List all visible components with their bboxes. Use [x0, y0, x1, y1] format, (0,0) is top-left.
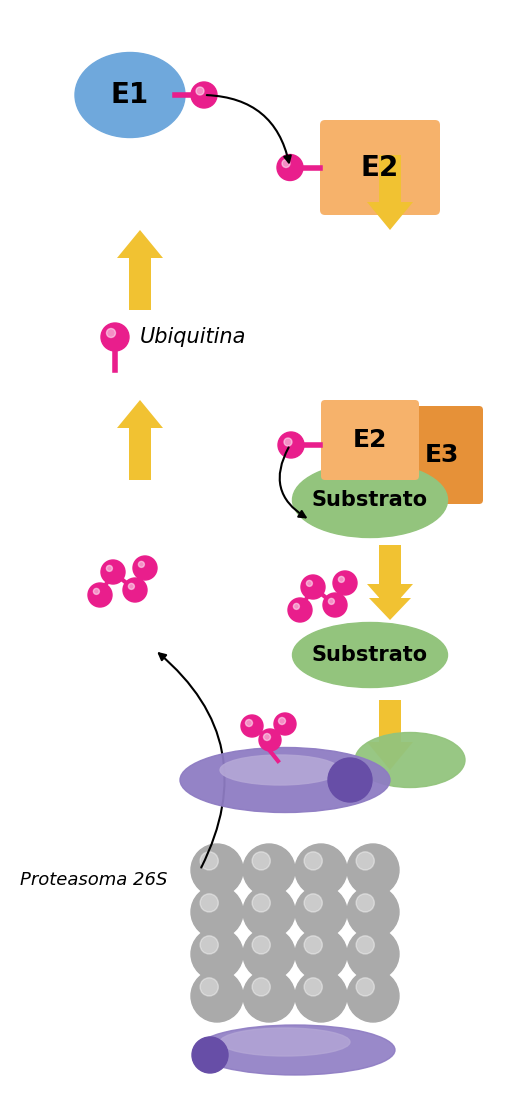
Ellipse shape — [195, 1025, 395, 1075]
Text: Substrato: Substrato — [312, 490, 428, 510]
Ellipse shape — [293, 462, 448, 537]
Text: Substrato: Substrato — [312, 645, 428, 665]
Circle shape — [304, 852, 322, 869]
Text: E3: E3 — [425, 443, 459, 467]
Circle shape — [347, 970, 399, 1022]
Circle shape — [282, 160, 290, 168]
Circle shape — [304, 978, 322, 996]
Polygon shape — [379, 545, 401, 584]
Circle shape — [243, 886, 295, 938]
Ellipse shape — [180, 747, 390, 812]
Circle shape — [196, 87, 204, 95]
Polygon shape — [117, 399, 163, 427]
Text: E1: E1 — [111, 81, 149, 109]
Circle shape — [129, 583, 134, 590]
Circle shape — [278, 432, 304, 458]
Polygon shape — [379, 700, 401, 742]
Circle shape — [252, 852, 270, 869]
FancyBboxPatch shape — [397, 406, 483, 504]
Circle shape — [306, 581, 312, 586]
Circle shape — [252, 978, 270, 996]
Circle shape — [294, 603, 299, 610]
Circle shape — [356, 978, 374, 996]
Circle shape — [191, 844, 243, 896]
Circle shape — [347, 844, 399, 896]
Circle shape — [200, 935, 218, 955]
Ellipse shape — [220, 755, 340, 786]
Circle shape — [284, 438, 292, 446]
Circle shape — [274, 713, 296, 735]
FancyArrowPatch shape — [207, 95, 291, 162]
Circle shape — [133, 556, 157, 580]
Circle shape — [192, 1037, 228, 1073]
Text: Proteasoma 26S: Proteasoma 26S — [20, 871, 167, 888]
Circle shape — [106, 565, 113, 572]
Circle shape — [139, 562, 144, 567]
Circle shape — [356, 935, 374, 955]
Circle shape — [338, 576, 345, 582]
Circle shape — [88, 583, 112, 606]
Circle shape — [200, 978, 218, 996]
Circle shape — [295, 844, 347, 896]
Circle shape — [263, 733, 270, 741]
Circle shape — [304, 894, 322, 912]
Circle shape — [243, 844, 295, 896]
Polygon shape — [367, 584, 413, 610]
Circle shape — [304, 935, 322, 955]
Circle shape — [101, 323, 129, 351]
Circle shape — [347, 886, 399, 938]
Circle shape — [301, 575, 325, 599]
Circle shape — [191, 970, 243, 1022]
Text: E2: E2 — [353, 427, 387, 452]
Ellipse shape — [75, 53, 185, 138]
Circle shape — [323, 593, 347, 617]
Circle shape — [191, 886, 243, 938]
Circle shape — [93, 589, 99, 594]
Circle shape — [123, 579, 147, 602]
Polygon shape — [367, 742, 413, 770]
Circle shape — [347, 928, 399, 980]
Polygon shape — [367, 203, 413, 231]
Circle shape — [241, 715, 263, 737]
Circle shape — [243, 928, 295, 980]
Circle shape — [191, 82, 217, 109]
Polygon shape — [369, 598, 411, 620]
Circle shape — [277, 154, 303, 180]
Polygon shape — [117, 231, 163, 258]
Circle shape — [101, 560, 125, 584]
Circle shape — [259, 728, 281, 751]
Polygon shape — [129, 427, 151, 480]
Circle shape — [278, 717, 286, 724]
Circle shape — [356, 894, 374, 912]
FancyBboxPatch shape — [320, 120, 440, 215]
FancyArrowPatch shape — [159, 653, 225, 867]
Circle shape — [200, 852, 218, 869]
FancyBboxPatch shape — [321, 399, 419, 480]
Circle shape — [356, 852, 374, 869]
Circle shape — [107, 329, 116, 338]
FancyArrowPatch shape — [280, 448, 306, 517]
Polygon shape — [379, 156, 401, 203]
Circle shape — [243, 970, 295, 1022]
Circle shape — [252, 894, 270, 912]
Circle shape — [200, 894, 218, 912]
Circle shape — [295, 886, 347, 938]
Circle shape — [288, 598, 312, 622]
Circle shape — [328, 758, 372, 802]
Circle shape — [252, 935, 270, 955]
Circle shape — [295, 970, 347, 1022]
Circle shape — [295, 928, 347, 980]
Ellipse shape — [293, 622, 448, 687]
Polygon shape — [129, 258, 151, 310]
Ellipse shape — [355, 733, 465, 788]
Ellipse shape — [220, 1028, 350, 1056]
Circle shape — [245, 720, 253, 726]
Circle shape — [328, 599, 335, 604]
Circle shape — [333, 571, 357, 595]
Circle shape — [191, 928, 243, 980]
Text: E2: E2 — [361, 153, 399, 181]
Text: Ubiquitina: Ubiquitina — [140, 327, 246, 347]
Polygon shape — [379, 575, 401, 598]
